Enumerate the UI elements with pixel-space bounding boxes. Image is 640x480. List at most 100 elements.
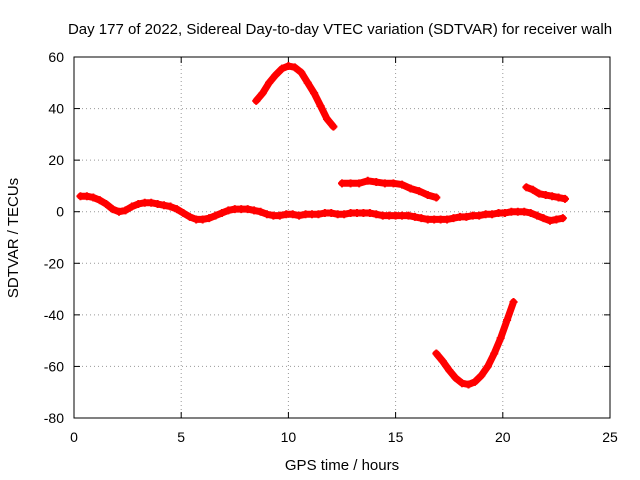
data-point xyxy=(102,199,111,208)
y-tick-labels: -80 -60 -40 -20 0 20 40 60 xyxy=(44,49,64,426)
data-point xyxy=(406,184,415,193)
series-trough-low xyxy=(432,297,518,389)
x-tick-label: 15 xyxy=(388,429,404,445)
data-point xyxy=(338,179,346,188)
x-tick-label: 25 xyxy=(602,429,618,445)
data-point xyxy=(470,377,479,386)
data-point xyxy=(438,357,447,366)
data-point xyxy=(552,215,561,224)
data-point xyxy=(89,193,98,202)
data-point xyxy=(327,209,336,218)
data-point xyxy=(322,114,331,123)
y-tick-label: -40 xyxy=(44,307,64,323)
x-tick-label: 0 xyxy=(70,429,78,445)
x-tick-label: 5 xyxy=(177,429,185,445)
data-point xyxy=(462,212,471,221)
data-point xyxy=(509,297,518,306)
data-point xyxy=(172,205,181,214)
data-point xyxy=(451,374,460,383)
data-point xyxy=(134,199,143,208)
data-point xyxy=(380,179,389,188)
data-point xyxy=(224,206,233,215)
data-point xyxy=(423,190,432,199)
data-point xyxy=(548,192,557,201)
data-point xyxy=(346,179,355,188)
data-point xyxy=(243,205,252,214)
data-point xyxy=(295,211,304,220)
data-point xyxy=(528,185,537,194)
series-line xyxy=(76,192,567,225)
data-point xyxy=(363,176,372,185)
data-point xyxy=(262,210,271,219)
data-point xyxy=(445,366,454,375)
data-point xyxy=(475,211,484,220)
data-point xyxy=(265,78,274,87)
data-point xyxy=(372,178,381,187)
data-point xyxy=(121,206,130,215)
x-tick-label: 10 xyxy=(281,429,297,445)
data-point xyxy=(545,216,554,225)
data-point xyxy=(539,214,548,223)
data-point xyxy=(166,202,175,211)
data-point xyxy=(271,71,280,80)
data-point xyxy=(127,202,136,211)
data-point xyxy=(198,215,207,224)
data-point xyxy=(288,210,297,219)
data-point xyxy=(340,210,349,219)
y-tick-label: -80 xyxy=(44,410,64,426)
data-point xyxy=(205,214,214,223)
y-tick-label: 20 xyxy=(48,152,64,168)
data-point xyxy=(417,214,426,223)
data-point xyxy=(160,201,169,210)
chart-title: Day 177 of 2022, Sidereal Day-to-day VTE… xyxy=(68,21,612,38)
data-point xyxy=(503,316,512,325)
data-point xyxy=(252,96,261,105)
data-point xyxy=(533,211,542,220)
data-point xyxy=(153,199,162,208)
data-point xyxy=(256,207,265,216)
series-layer xyxy=(76,62,569,389)
data-point xyxy=(500,209,509,218)
data-point xyxy=(488,210,497,219)
data-point xyxy=(541,190,550,199)
data-point xyxy=(449,214,458,223)
data-point xyxy=(217,209,226,218)
y-tick-label: -20 xyxy=(44,255,64,271)
data-point xyxy=(290,63,299,72)
data-point xyxy=(458,379,467,388)
data-point xyxy=(372,210,381,219)
data-point xyxy=(179,209,188,218)
series-main-band xyxy=(76,192,567,225)
y-tick-label: 40 xyxy=(48,101,64,117)
y-tick-label: 60 xyxy=(48,49,64,65)
data-point xyxy=(108,205,117,214)
data-point xyxy=(404,211,413,220)
data-point xyxy=(398,180,407,189)
x-tick-label: 20 xyxy=(495,429,511,445)
x-axis-label: GPS time / hours xyxy=(285,457,399,474)
plot-frame xyxy=(73,56,611,419)
data-point xyxy=(275,211,284,220)
data-point xyxy=(115,207,124,216)
data-point xyxy=(185,212,194,221)
data-point xyxy=(554,193,563,202)
data-point xyxy=(496,334,505,343)
y-tick-label: 0 xyxy=(56,204,64,220)
data-point xyxy=(310,89,319,98)
series-late-positive xyxy=(522,183,569,203)
grid-layer xyxy=(73,56,611,419)
data-point xyxy=(258,89,267,98)
y-axis-label: SDTVAR / TECUs xyxy=(5,178,22,298)
data-point xyxy=(410,212,419,221)
data-point xyxy=(297,68,306,77)
data-point xyxy=(477,371,486,380)
data-point xyxy=(95,196,104,205)
data-point xyxy=(284,62,293,71)
data-point xyxy=(277,64,286,73)
series-arc-high xyxy=(252,62,338,131)
data-point xyxy=(520,207,529,216)
data-point xyxy=(314,210,323,219)
data-point xyxy=(250,206,259,215)
data-point xyxy=(560,194,569,203)
